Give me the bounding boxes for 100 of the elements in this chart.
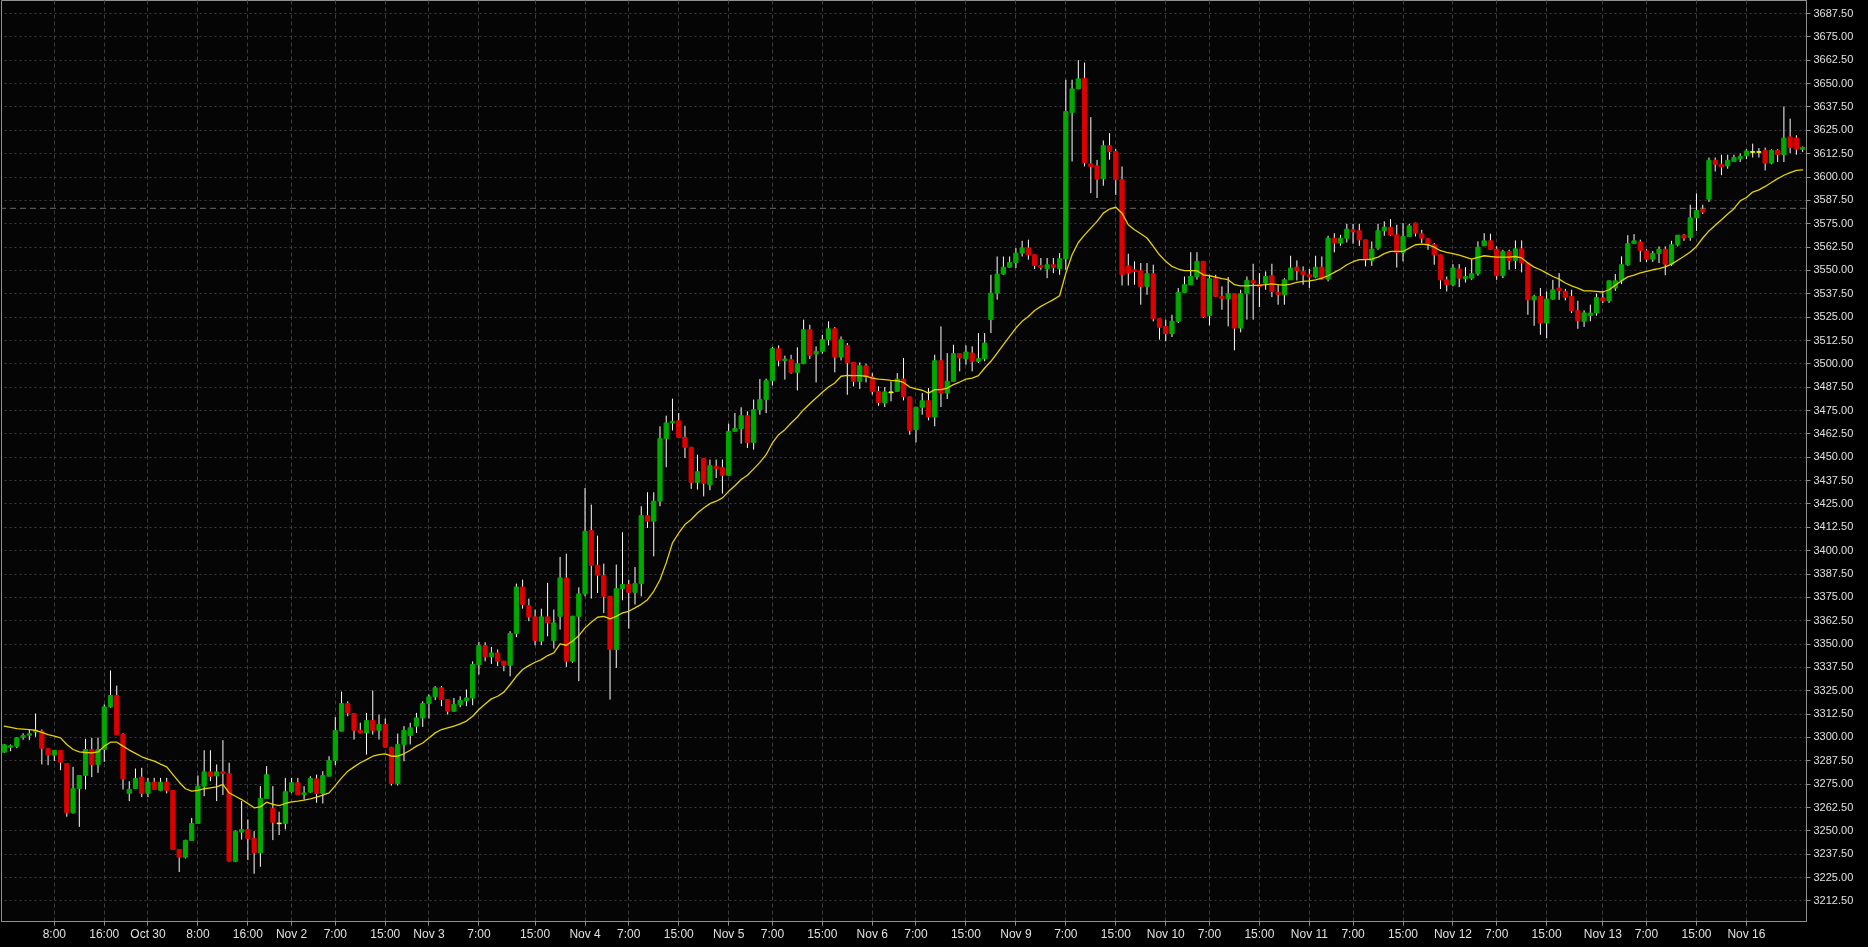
candlestick bbox=[276, 811, 282, 836]
x-tick-label: 7:00 bbox=[1054, 926, 1078, 941]
candlestick bbox=[969, 345, 975, 372]
candlestick bbox=[626, 579, 632, 630]
y-tick-label: 3362.50 bbox=[1813, 613, 1854, 626]
y-tick-label: 3337.50 bbox=[1813, 660, 1854, 673]
candlestick bbox=[1456, 263, 1462, 288]
candlestick bbox=[1762, 147, 1768, 171]
candlestick bbox=[207, 749, 214, 782]
candlestick bbox=[89, 737, 95, 778]
candlestick bbox=[882, 386, 888, 408]
x-tick-label: 15:00 bbox=[1100, 926, 1132, 941]
y-tick-label: 3525.00 bbox=[1813, 310, 1854, 323]
y-tick-label: 3262.50 bbox=[1813, 800, 1854, 813]
candlestick bbox=[1450, 263, 1456, 287]
x-tick-label: Oct 30 bbox=[130, 926, 166, 941]
candlestick bbox=[145, 777, 151, 798]
candlestick bbox=[788, 354, 794, 375]
x-tick-label: Nov 2 bbox=[275, 926, 308, 941]
y-tick-label: 3250.00 bbox=[1813, 823, 1854, 836]
x-tick-label: Nov 16 bbox=[1727, 926, 1766, 941]
candlestick bbox=[1294, 259, 1300, 281]
x-tick-label: 7:00 bbox=[467, 926, 491, 941]
y-tick-label: 3475.00 bbox=[1813, 403, 1854, 416]
candlestick bbox=[214, 763, 220, 802]
y-tick-label: 3500.00 bbox=[1813, 356, 1854, 369]
x-tick-label: 15:00 bbox=[1388, 926, 1419, 941]
candlestick bbox=[1319, 256, 1325, 281]
x-tick-label: 15:00 bbox=[1681, 926, 1712, 941]
x-tick-label: Nov 3 bbox=[413, 926, 445, 941]
candlestick bbox=[1512, 239, 1519, 270]
candlestick bbox=[838, 335, 844, 361]
x-tick-label: 8:00 bbox=[42, 926, 67, 941]
y-tick-label: 3275.00 bbox=[1813, 777, 1854, 790]
x-tick-label: 15:00 bbox=[520, 926, 551, 941]
y-tick-label: 3612.50 bbox=[1813, 146, 1854, 159]
x-tick-label: 7:00 bbox=[1197, 926, 1222, 941]
candlestick bbox=[1556, 272, 1562, 301]
y-tick-label: 3587.50 bbox=[1813, 193, 1854, 206]
y-tick-label: 3537.50 bbox=[1813, 286, 1854, 299]
y-tick-label: 3350.00 bbox=[1813, 637, 1854, 650]
x-tick-label: 16:00 bbox=[89, 926, 120, 941]
x-tick-label: 15:00 bbox=[807, 926, 838, 941]
candlestick bbox=[1531, 294, 1537, 327]
x-tick-label: 15:00 bbox=[1244, 926, 1275, 941]
line-series bbox=[3, 169, 1804, 809]
candlestick bbox=[363, 712, 370, 756]
y-tick-label: 3412.50 bbox=[1813, 520, 1854, 533]
candlestick bbox=[963, 344, 969, 366]
y-tick-label: 3550.00 bbox=[1813, 263, 1854, 276]
y-tick-label: 3312.50 bbox=[1813, 707, 1854, 720]
candlestick bbox=[863, 363, 869, 383]
x-tick-label: 7:00 bbox=[617, 926, 641, 941]
x-tick-label: Nov 9 bbox=[1000, 926, 1032, 941]
x-tick-label: Nov 10 bbox=[1146, 926, 1186, 941]
candlestick bbox=[482, 641, 488, 662]
x-tick-label: 15:00 bbox=[1531, 926, 1562, 941]
x-tick-label: Nov 11 bbox=[1290, 926, 1329, 941]
x-tick-label: 15:00 bbox=[370, 926, 401, 941]
candlestick bbox=[707, 459, 713, 491]
candlestick bbox=[139, 767, 145, 798]
x-tick-label: 7:00 bbox=[323, 926, 348, 941]
candlestick bbox=[95, 737, 101, 774]
x-tick-label: 15:00 bbox=[663, 926, 695, 941]
candlestick bbox=[57, 749, 64, 771]
candlestick bbox=[957, 352, 963, 372]
candlestick bbox=[132, 768, 139, 790]
y-tick-label: 3625.00 bbox=[1813, 123, 1854, 136]
candlestick bbox=[925, 387, 932, 421]
x-tick-label: 7:00 bbox=[1634, 926, 1659, 941]
candlestick bbox=[544, 582, 551, 637]
y-tick-label: 3487.50 bbox=[1813, 380, 1854, 393]
y-tick-label: 3400.00 bbox=[1813, 543, 1854, 556]
x-tick-label: 7:00 bbox=[760, 926, 785, 941]
x-tick-label: Nov 4 bbox=[569, 926, 602, 941]
candlestick bbox=[1144, 262, 1150, 296]
y-tick-label: 3387.50 bbox=[1813, 567, 1854, 580]
y-tick-label: 3287.50 bbox=[1813, 753, 1854, 766]
candlestick bbox=[551, 609, 557, 650]
y-tick-label: 3300.00 bbox=[1813, 730, 1854, 743]
candlestick bbox=[270, 785, 276, 841]
candlestick bbox=[370, 689, 376, 736]
candlestick bbox=[1263, 270, 1269, 291]
candlestick bbox=[1781, 105, 1787, 163]
y-tick-label: 3675.00 bbox=[1813, 29, 1854, 42]
candlestick bbox=[857, 361, 863, 390]
y-tick-label: 3450.00 bbox=[1813, 450, 1854, 463]
x-tick-label: Nov 5 bbox=[712, 926, 745, 941]
candlestick bbox=[894, 372, 900, 393]
y-tick-label: 3662.50 bbox=[1813, 53, 1854, 66]
candlestick bbox=[1269, 263, 1275, 298]
x-tick-label: 15:00 bbox=[950, 926, 982, 941]
candlestick bbox=[1275, 284, 1281, 306]
x-tick-label: 8:00 bbox=[186, 926, 210, 941]
candlestick bbox=[1662, 245, 1668, 276]
y-tick-label: 3225.00 bbox=[1813, 870, 1854, 883]
candlestick bbox=[782, 355, 788, 381]
y-tick-label: 3437.50 bbox=[1813, 473, 1854, 486]
y-tick-label: 3425.00 bbox=[1813, 496, 1854, 509]
y-tick-label: 3637.50 bbox=[1813, 99, 1854, 112]
